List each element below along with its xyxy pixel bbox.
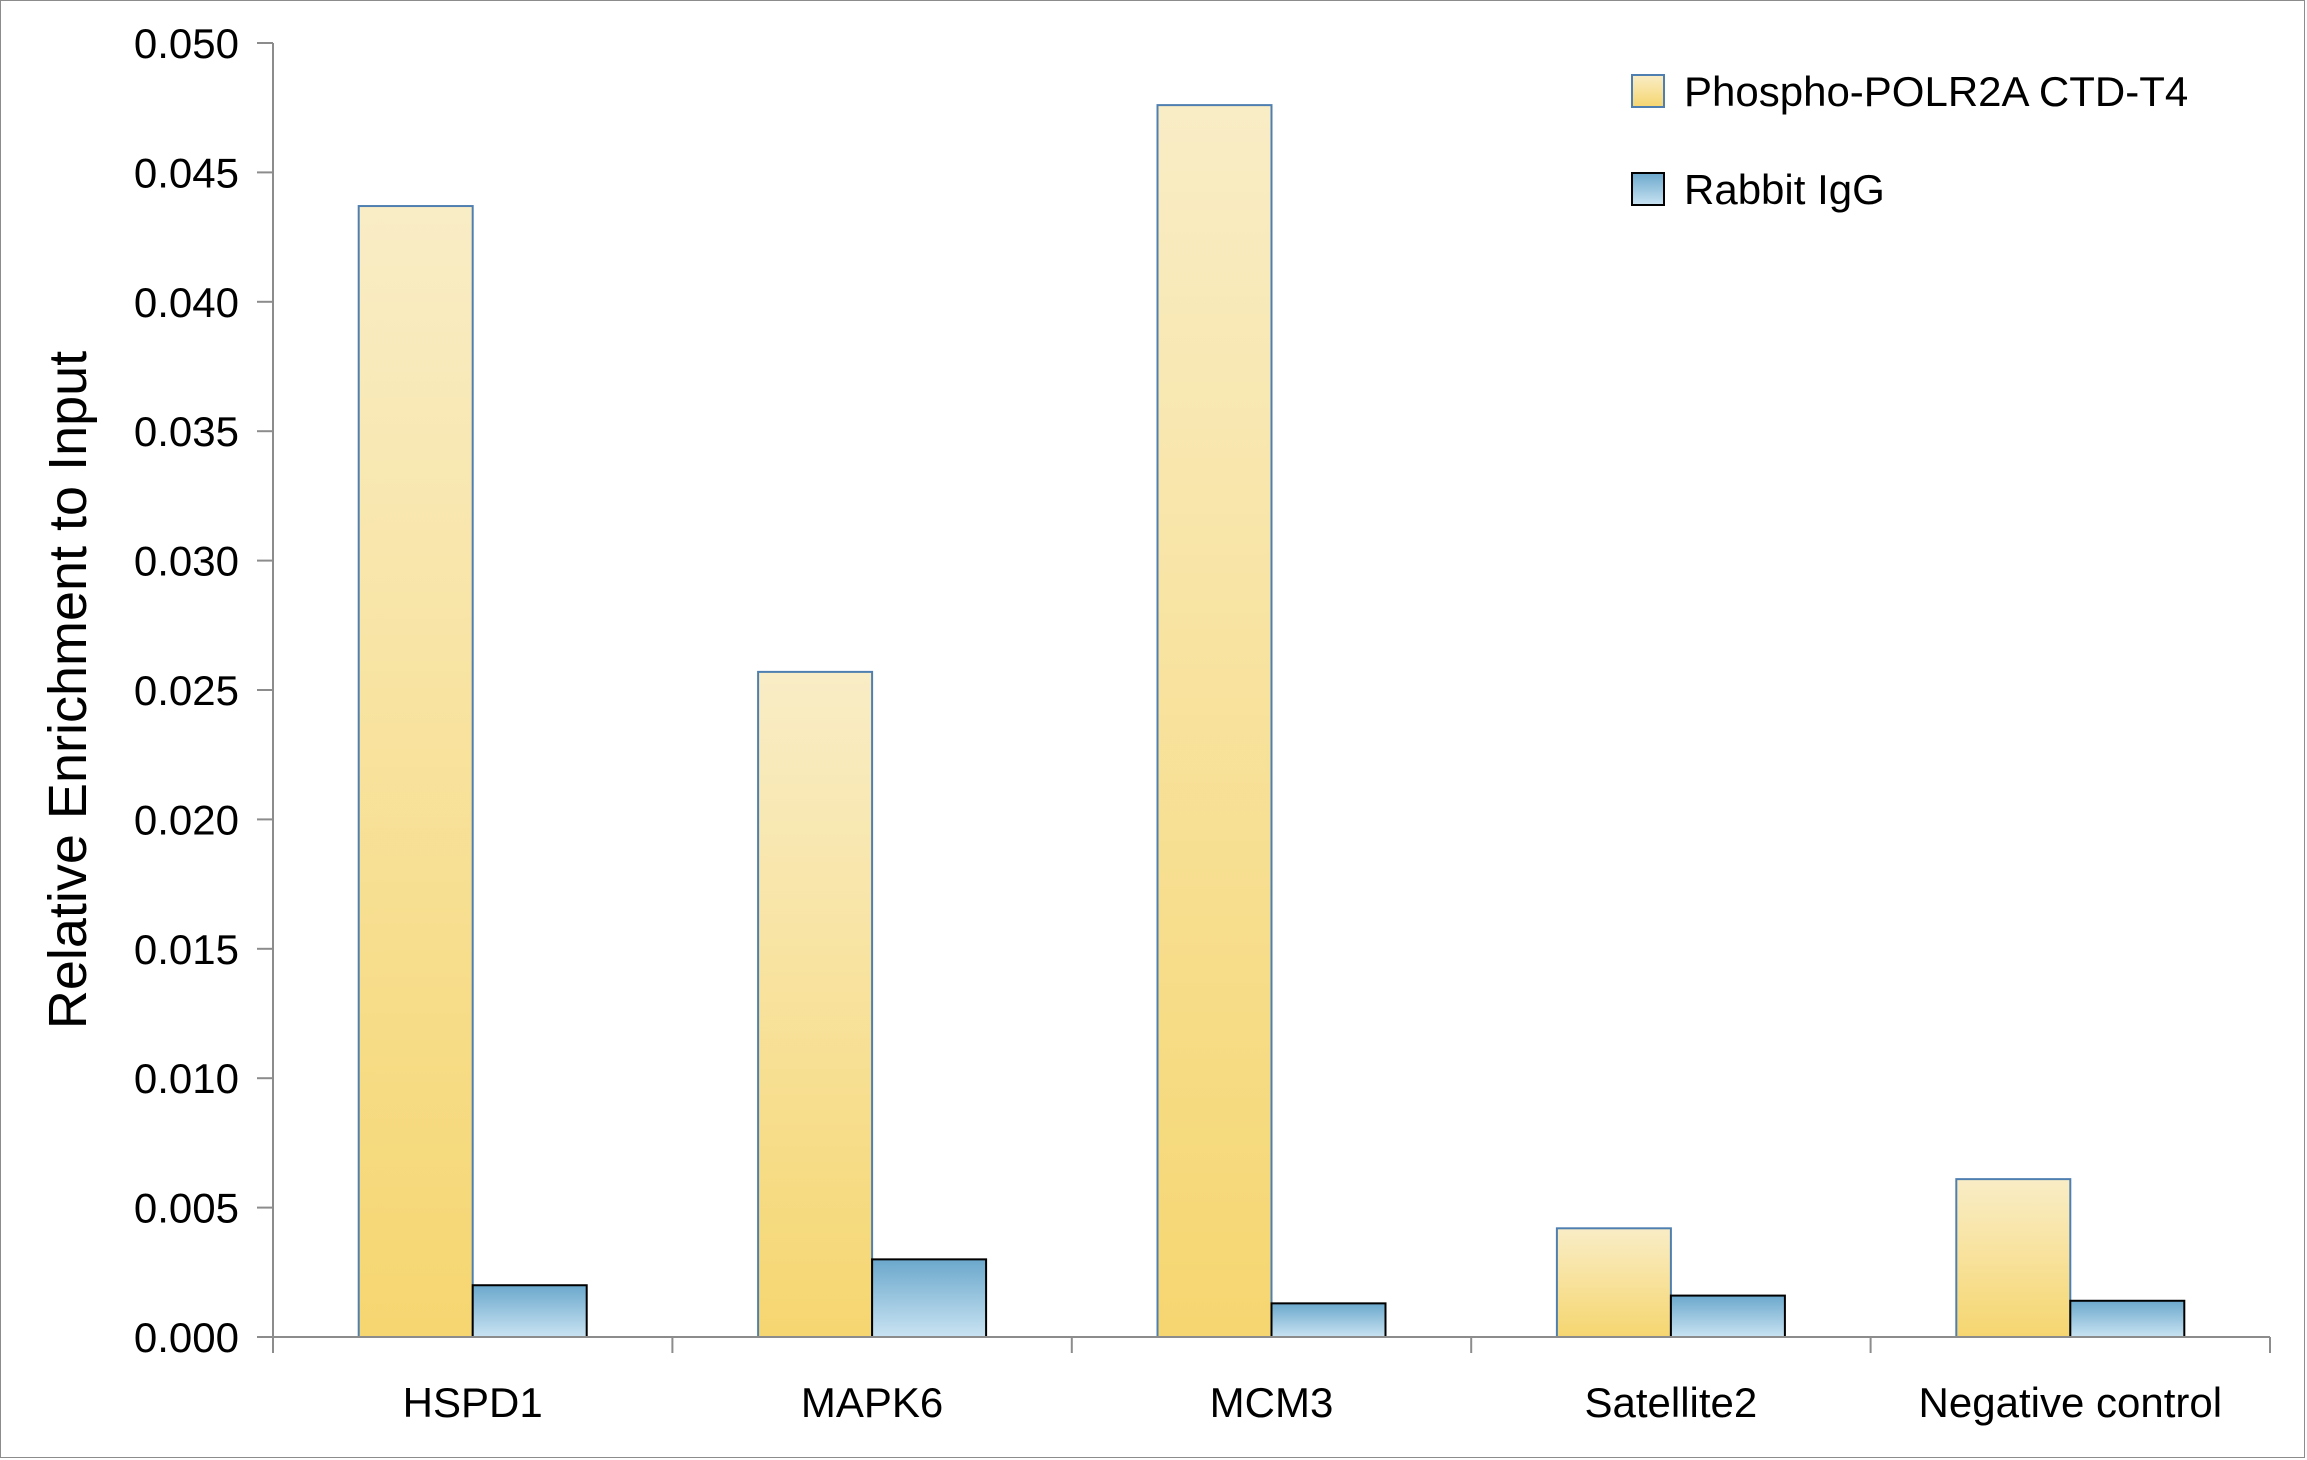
bar-phospho: [1156, 104, 1273, 1338]
y-axis-title: Relative Enrichment to Input: [38, 351, 98, 1029]
x-tick-label: Negative control: [1919, 1379, 2223, 1426]
x-tick-label: MAPK6: [801, 1379, 943, 1426]
y-tick-label: 0.000: [134, 1314, 239, 1361]
y-tick-label: 0.040: [134, 279, 239, 326]
legend-label-rabbit-igg: Rabbit IgG: [1684, 166, 1885, 213]
bar-phospho: [1555, 1227, 1672, 1338]
y-tick-label: 0.045: [134, 149, 239, 196]
bars-layer: [357, 104, 2186, 1339]
bar-rabbit-igg: [471, 1284, 588, 1338]
bar-phospho: [757, 670, 874, 1338]
x-tick-label: Satellite2: [1585, 1379, 1758, 1426]
y-tick-label: 0.050: [134, 20, 239, 67]
bar-rabbit-igg: [1669, 1294, 1786, 1339]
bar-rabbit-igg: [2069, 1299, 2186, 1338]
y-tick-label: 0.030: [134, 538, 239, 585]
legend: Phospho-POLR2A CTD-T4 Rabbit IgG: [1631, 68, 2188, 213]
x-tick-label: MCM3: [1210, 1379, 1334, 1426]
y-tick-label: 0.025: [134, 667, 239, 714]
legend-swatch-rabbit-igg: [1631, 172, 1665, 206]
y-tick-label: 0.005: [134, 1185, 239, 1232]
y-tick-label: 0.015: [134, 926, 239, 973]
bar-phospho: [1955, 1178, 2072, 1338]
x-ticks: HSPD1 MAPK6 MCM3 Satellite2 Negative control: [272, 1337, 2271, 1426]
bar-rabbit-igg: [871, 1258, 988, 1338]
legend-swatch-phospho: [1631, 74, 1665, 108]
y-tick-label: 0.020: [134, 796, 239, 843]
bar-rabbit-igg: [1270, 1302, 1387, 1338]
y-ticks: 0.000 0.005 0.010 0.015 0.020 0.025 0.030 0.035…: [134, 20, 273, 1361]
legend-label-phospho: Phospho-POLR2A CTD-T4: [1684, 68, 2188, 115]
y-tick-label: 0.035: [134, 408, 239, 455]
y-tick-label: 0.010: [134, 1055, 239, 1102]
bar-phospho: [357, 205, 474, 1339]
x-tick-label: HSPD1: [403, 1379, 543, 1426]
